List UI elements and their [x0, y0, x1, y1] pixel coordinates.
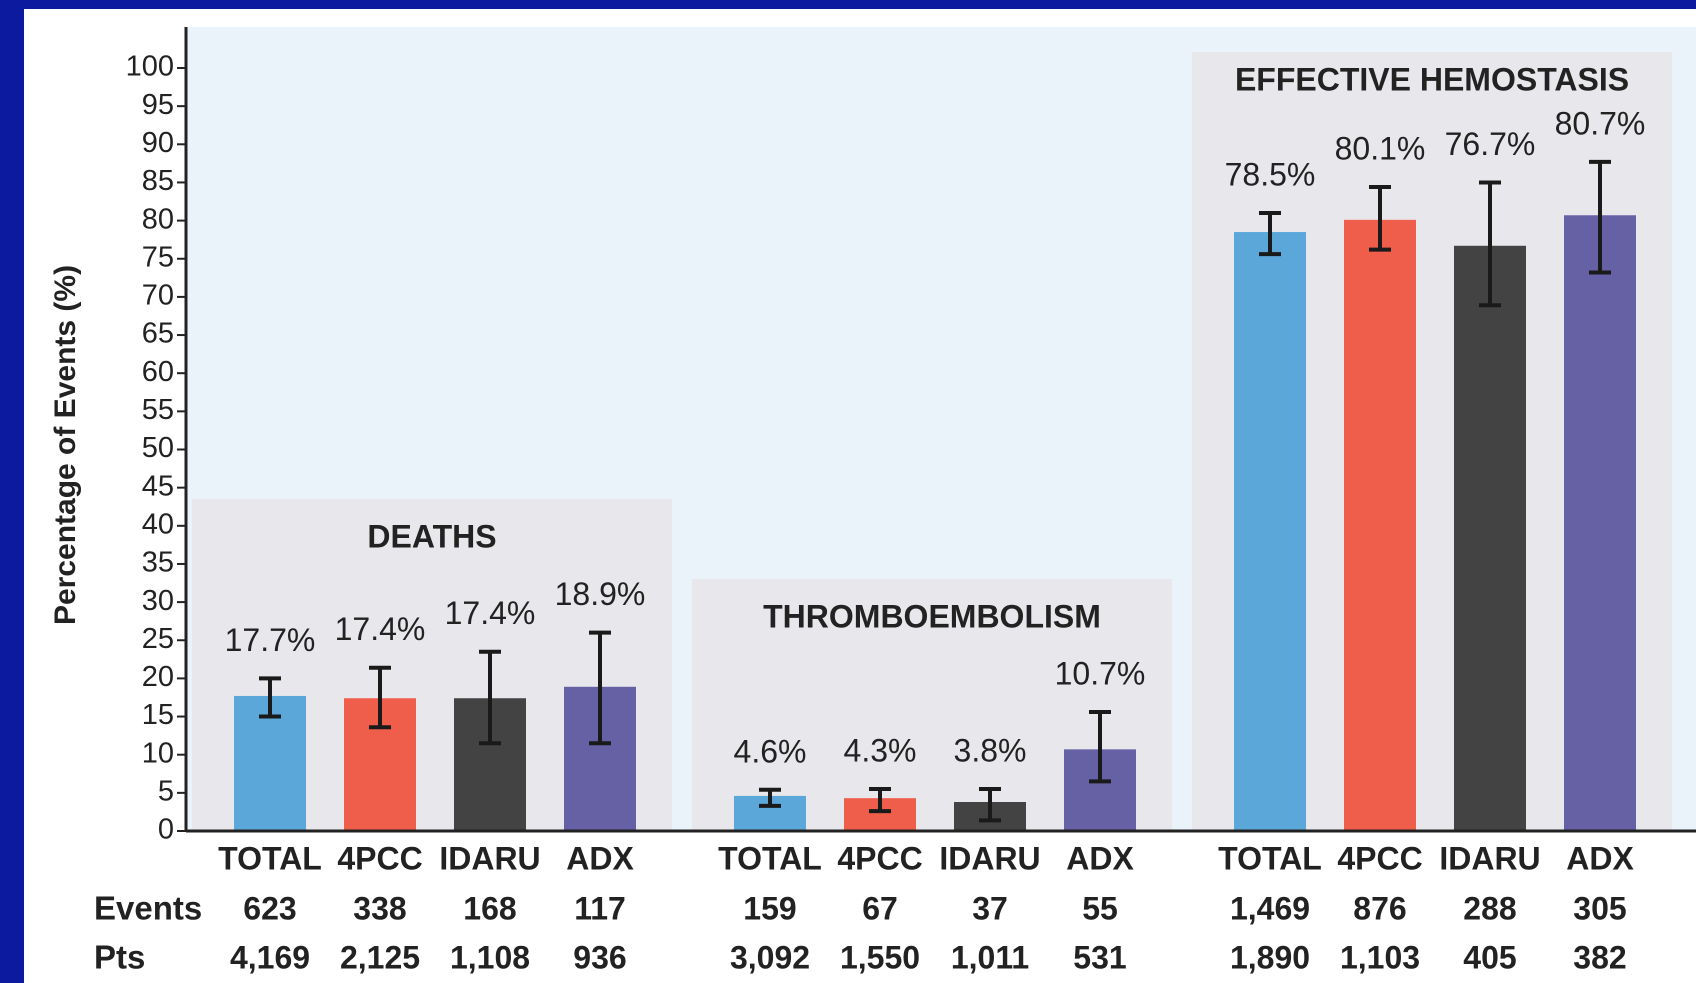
x-tick-label: ADX — [1566, 840, 1634, 876]
pts-value: 3,092 — [730, 939, 810, 975]
y-tick-label: 35 — [142, 547, 174, 579]
x-tick-label: TOTAL — [218, 840, 322, 876]
x-tick-label: ADX — [1066, 840, 1134, 876]
x-tick-label: IDARU — [439, 840, 540, 876]
y-tick-label: 0 — [158, 814, 174, 846]
y-tick-label: 100 — [126, 51, 174, 83]
pts-value: 382 — [1573, 939, 1626, 975]
x-tick-label: 4PCC — [337, 840, 422, 876]
x-tick-label: 4PCC — [1337, 840, 1422, 876]
group-title: THROMBOEMBOLISM — [763, 598, 1101, 634]
y-tick-label: 75 — [142, 241, 174, 273]
y-tick-label: 60 — [142, 356, 174, 388]
error-bar — [1479, 180, 1501, 308]
pts-value: 531 — [1073, 939, 1126, 975]
events-value: 37 — [972, 890, 1008, 926]
x-tick-label: TOTAL — [718, 840, 822, 876]
events-value: 67 — [862, 890, 898, 926]
value-label: 76.7% — [1445, 126, 1536, 162]
error-bar — [869, 787, 891, 814]
value-label: 17.7% — [225, 622, 316, 658]
y-tick-label: 85 — [142, 165, 174, 197]
y-tick-label: 20 — [142, 661, 174, 693]
value-label: 4.6% — [734, 733, 807, 769]
pts-value: 1,108 — [450, 939, 530, 975]
bar — [1454, 245, 1526, 832]
error-bar — [1589, 159, 1611, 275]
row-label: Pts — [94, 939, 145, 976]
pts-value: 4,169 — [230, 939, 310, 975]
y-tick-label: 80 — [142, 203, 174, 235]
bar — [1344, 219, 1416, 831]
events-value: 338 — [353, 890, 406, 926]
value-label: 4.3% — [844, 732, 917, 768]
pts-value: 405 — [1463, 939, 1516, 975]
error-bar — [479, 649, 501, 746]
error-bar — [759, 787, 781, 808]
y-tick-label: 10 — [142, 737, 174, 769]
events-value: 305 — [1573, 890, 1626, 926]
x-tick-label: IDARU — [939, 840, 1040, 876]
events-value: 55 — [1082, 890, 1118, 926]
value-label: 17.4% — [335, 611, 426, 647]
error-bar — [1259, 210, 1281, 257]
value-label: 3.8% — [954, 732, 1027, 768]
events-value: 168 — [463, 890, 516, 926]
value-label: 18.9% — [555, 576, 646, 612]
events-value: 1,469 — [1230, 890, 1310, 926]
pts-value: 2,125 — [340, 939, 420, 975]
pts-value: 936 — [573, 939, 626, 975]
events-value: 623 — [243, 890, 296, 926]
error-bar — [979, 787, 1001, 823]
bar — [1564, 215, 1636, 831]
error-bar — [259, 676, 281, 719]
error-bar — [1369, 185, 1391, 252]
y-tick-label: 40 — [142, 508, 174, 540]
group-title: DEATHS — [367, 518, 496, 554]
x-tick-label: IDARU — [1439, 840, 1540, 876]
y-tick-label: 50 — [142, 432, 174, 464]
y-tick-label: 30 — [142, 585, 174, 617]
y-tick-label: 55 — [142, 394, 174, 426]
error-bar — [369, 665, 391, 730]
events-value: 117 — [574, 890, 626, 926]
y-tick-label: 70 — [142, 280, 174, 312]
x-tick-label: ADX — [566, 840, 634, 876]
value-label: 80.1% — [1335, 130, 1426, 166]
y-tick-label: 90 — [142, 127, 174, 159]
y-tick-label: 25 — [142, 623, 174, 655]
row-label: Events — [94, 890, 202, 927]
events-value: 159 — [743, 890, 796, 926]
y-tick-label: 5 — [158, 776, 174, 808]
value-label: 17.4% — [445, 595, 536, 631]
y-tick-label: 15 — [142, 699, 174, 731]
value-label: 80.7% — [1555, 105, 1646, 141]
y-tick-label: 45 — [142, 470, 174, 502]
group-title: EFFECTIVE HEMOSTASIS — [1235, 61, 1629, 97]
x-tick-label: TOTAL — [1218, 840, 1322, 876]
y-axis-label: Percentage of Events (%) — [49, 265, 82, 625]
error-bar — [1089, 709, 1111, 784]
bar — [1234, 232, 1306, 832]
value-label: 78.5% — [1225, 156, 1316, 192]
events-value: 876 — [1353, 890, 1406, 926]
pts-value: 1,890 — [1230, 939, 1310, 975]
error-bar — [589, 630, 611, 746]
y-tick-label: 65 — [142, 318, 174, 350]
pts-value: 1,550 — [840, 939, 920, 975]
pts-value: 1,011 — [951, 939, 1029, 975]
x-tick-label: 4PCC — [837, 840, 922, 876]
pts-value: 1,103 — [1340, 939, 1420, 975]
y-tick-label: 95 — [142, 89, 174, 121]
value-label: 10.7% — [1055, 655, 1146, 691]
events-value: 288 — [1463, 890, 1516, 926]
